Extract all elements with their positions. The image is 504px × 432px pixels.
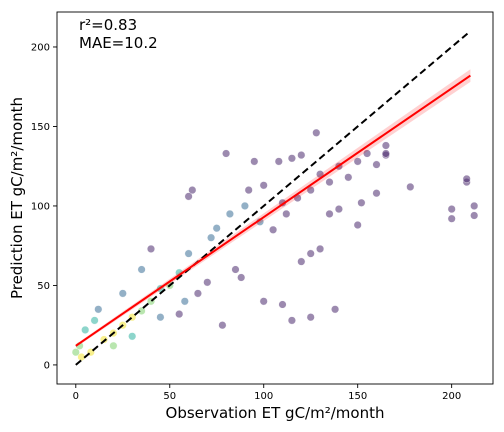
data-point xyxy=(407,183,415,191)
data-point xyxy=(448,205,456,213)
data-point xyxy=(279,301,287,309)
data-point xyxy=(181,298,189,306)
data-point xyxy=(138,266,146,274)
data-point xyxy=(226,210,234,218)
x-tick-label: 0 xyxy=(73,391,79,402)
data-point xyxy=(110,342,118,350)
data-point xyxy=(81,326,89,334)
data-point xyxy=(157,313,165,321)
data-point xyxy=(326,210,334,218)
data-point xyxy=(95,306,103,314)
data-point xyxy=(313,129,321,137)
data-point xyxy=(232,266,240,274)
data-point xyxy=(147,245,155,253)
data-point xyxy=(298,258,306,266)
data-point xyxy=(219,321,227,329)
y-tick-label: 50 xyxy=(37,281,50,292)
data-point xyxy=(382,142,390,150)
y-tick-label: 150 xyxy=(31,122,50,133)
data-point xyxy=(245,186,253,194)
x-tick-label: 150 xyxy=(348,391,367,402)
data-point xyxy=(119,290,127,298)
y-tick-label: 200 xyxy=(31,42,50,53)
data-point xyxy=(298,151,306,159)
data-point xyxy=(260,298,268,306)
data-point xyxy=(91,317,99,325)
data-point xyxy=(448,215,456,223)
data-point xyxy=(335,205,343,213)
mae-annotation: MAE=10.2 xyxy=(79,34,158,52)
data-point xyxy=(373,189,381,197)
data-point xyxy=(213,224,221,232)
data-point xyxy=(204,279,212,287)
data-point xyxy=(316,245,324,253)
data-point xyxy=(260,182,268,190)
data-point xyxy=(222,150,230,158)
data-point xyxy=(288,155,296,163)
y-tick-label: 0 xyxy=(44,360,50,371)
y-axis-title: Prediction ET gC/m²/month xyxy=(8,97,26,299)
data-point xyxy=(185,193,193,201)
data-point xyxy=(175,310,183,318)
data-point xyxy=(283,210,291,218)
data-point xyxy=(241,202,249,210)
data-point xyxy=(470,202,478,210)
data-point xyxy=(251,158,259,166)
data-point xyxy=(194,290,202,298)
y-tick-label: 100 xyxy=(31,201,50,212)
data-point xyxy=(331,306,339,314)
data-point xyxy=(326,178,334,186)
data-point xyxy=(269,226,277,234)
x-tick-label: 200 xyxy=(442,391,461,402)
data-point xyxy=(463,175,471,183)
data-point xyxy=(307,313,315,321)
data-point xyxy=(207,234,215,242)
data-point xyxy=(470,212,478,220)
x-axis-title: Observation ET gC/m²/month xyxy=(166,404,385,422)
data-point xyxy=(382,150,390,158)
data-point xyxy=(128,333,136,341)
data-point xyxy=(373,161,381,169)
r-squared-annotation: r²=0.83 xyxy=(79,16,137,34)
data-point xyxy=(288,317,296,325)
data-point xyxy=(237,274,245,282)
x-tick-label: 100 xyxy=(254,391,273,402)
data-point xyxy=(358,199,366,207)
x-tick-label: 50 xyxy=(163,391,176,402)
data-point xyxy=(354,221,362,229)
data-point xyxy=(307,250,315,258)
data-point xyxy=(345,174,353,182)
data-point xyxy=(275,158,283,166)
data-point xyxy=(185,250,193,258)
